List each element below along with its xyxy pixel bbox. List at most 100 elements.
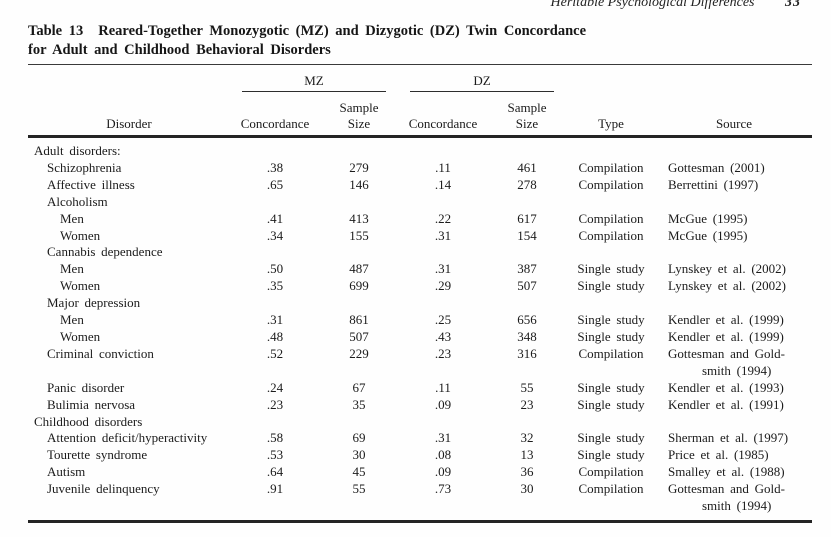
- cell-source: Sherman et al. (1997): [656, 430, 812, 447]
- source-line: Price et al. (1985): [668, 447, 769, 463]
- source-line: McGue (1995): [668, 210, 748, 226]
- cell-disorder: Men: [60, 261, 84, 277]
- cell-mz-sample-size: [320, 143, 398, 160]
- cell-disorder: Bulimia nervosa: [47, 396, 136, 412]
- twin-concordance-table: Table 13 Reared-Together Monozygotic (MZ)…: [28, 22, 812, 523]
- cell-disorder: Juvenile delinquency: [47, 481, 160, 497]
- cell-type: [566, 295, 656, 312]
- cell-dz-concordance: .31: [434, 261, 452, 277]
- cell-dz-sample-size: 507: [517, 278, 537, 294]
- table-title: Table 13 Reared-Together Monozygotic (MZ)…: [28, 22, 812, 59]
- table-row: Attention deficit/hyperactivity .58 69 .31 3…: [28, 430, 812, 447]
- title-rule: [28, 64, 812, 65]
- mz-size-word: Size: [347, 115, 371, 131]
- mz-group-label: MZ: [304, 73, 324, 88]
- cell-disorder: Women: [60, 328, 101, 344]
- cell-mz-concordance: .50: [266, 261, 284, 277]
- source-line: Berrettini (1997): [668, 176, 759, 192]
- cell-dz-sample-size: [488, 143, 566, 160]
- table-row: Women .34 155 .31 154 Compilation McGue (1995): [28, 228, 812, 245]
- cell-source: Gottesman (2001): [656, 160, 812, 177]
- table-row: Cannabis dependence: [28, 244, 812, 261]
- cell-dz-concordance: .25: [434, 312, 452, 328]
- mz-sample-word: Sample: [339, 100, 379, 115]
- source-line: smith (1994): [702, 362, 772, 378]
- cell-mz-sample-size: [320, 414, 398, 431]
- cell-type: Single study: [577, 278, 645, 294]
- cell-type: Compilation: [578, 464, 644, 480]
- table-row: Juvenile delinquency .91 55 .73 30 Compilatio…: [28, 481, 812, 515]
- cell-dz-sample-size: 387: [517, 261, 537, 277]
- cell-mz-concordance: [230, 194, 320, 211]
- cell-source: McGue (1995): [656, 211, 812, 228]
- source-line: Lynskey et al. (2002): [668, 278, 786, 294]
- cell-dz-concordance: .23: [434, 345, 452, 361]
- cell-source: [656, 194, 812, 211]
- cell-mz-sample-size: 69: [352, 430, 366, 446]
- cell-dz-concordance: .31: [434, 430, 452, 446]
- cell-dz-sample-size: [488, 244, 566, 261]
- cell-disorder: Autism: [47, 464, 86, 480]
- cell-dz-sample-size: 316: [517, 345, 537, 361]
- cell-mz-concordance: .58: [266, 430, 284, 446]
- bottom-rule: [28, 519, 812, 523]
- table-row: Men .41 413 .22 617 Compilation McGue (1995): [28, 211, 812, 228]
- cell-type: Single study: [577, 312, 645, 328]
- cell-disorder: Women: [60, 227, 101, 243]
- cell-mz-concordance: .38: [266, 159, 284, 175]
- table-row: Men .31 861 .25 656 Single study Kendler et al…: [28, 312, 812, 329]
- cell-source: [656, 414, 812, 431]
- cell-source: Gottesman and Gold-smith (1994): [656, 481, 812, 515]
- column-header-dz-concordance: Concordance: [408, 115, 478, 131]
- table-row: Major depression: [28, 295, 812, 312]
- source-line: Kendler et al. (1999): [668, 312, 784, 328]
- cell-mz-sample-size: 279: [349, 159, 369, 175]
- cell-mz-sample-size: 413: [349, 210, 369, 226]
- source-line: McGue (1995): [668, 227, 748, 243]
- cell-dz-concordance: .11: [435, 379, 451, 395]
- cell-disorder: Panic disorder: [47, 379, 125, 395]
- cell-source: [656, 295, 812, 312]
- cell-source: Lynskey et al. (2002): [656, 278, 812, 295]
- dz-sample-word: Sample: [507, 100, 547, 115]
- cell-dz-sample-size: 23: [520, 396, 534, 412]
- cell-source: Kendler et al. (1999): [656, 312, 812, 329]
- table-row: Women .48 507 .43 348 Single study Kendler et …: [28, 329, 812, 346]
- column-header-dz-sample-size: Sample Size: [488, 100, 566, 131]
- cell-dz-sample-size: 278: [517, 176, 537, 192]
- cell-mz-concordance: .31: [266, 312, 284, 328]
- cell-mz-concordance: .23: [266, 396, 284, 412]
- cell-dz-sample-size: 656: [517, 312, 537, 328]
- cell-mz-concordance: [230, 244, 320, 261]
- cell-source: Price et al. (1985): [656, 447, 812, 464]
- cell-dz-concordance: .11: [435, 159, 451, 175]
- cell-type: [566, 244, 656, 261]
- cell-dz-concordance: .14: [434, 176, 452, 192]
- source-line: Gottesman and Gold-: [668, 481, 785, 497]
- table-row: Autism .64 45 .09 36 Compilation Smalley et al…: [28, 464, 812, 481]
- cell-mz-sample-size: 35: [352, 396, 366, 412]
- cell-dz-sample-size: [488, 414, 566, 431]
- cell-mz-concordance: .53: [266, 447, 284, 463]
- table-row: Childhood disorders: [28, 414, 812, 431]
- cell-disorder: Criminal conviction: [47, 345, 154, 361]
- dz-size-word: Size: [515, 115, 539, 131]
- source-line: smith (1994): [702, 498, 772, 514]
- cell-dz-concordance: .08: [434, 447, 452, 463]
- cell-mz-concordance: .41: [266, 210, 284, 226]
- cell-disorder: Women: [60, 278, 101, 294]
- source-line: Gottesman (2001): [668, 159, 765, 175]
- cell-mz-concordance: [230, 414, 320, 431]
- cell-dz-concordance: [398, 244, 488, 261]
- cell-dz-concordance: .29: [434, 278, 452, 294]
- table-header: MZ DZ Disorder Concordance Sample Size C…: [28, 65, 812, 138]
- column-header-type: Type: [598, 115, 624, 131]
- table-row: Criminal conviction .52 229 .23 316 Compilati…: [28, 346, 812, 380]
- cell-dz-sample-size: 36: [520, 464, 534, 480]
- cell-source: [656, 143, 812, 160]
- cell-disorder: Tourette syndrome: [47, 447, 148, 463]
- cell-disorder: Men: [60, 312, 84, 328]
- cell-disorder: Schizophrenia: [47, 159, 122, 175]
- source-line: Sherman et al. (1997): [668, 430, 789, 446]
